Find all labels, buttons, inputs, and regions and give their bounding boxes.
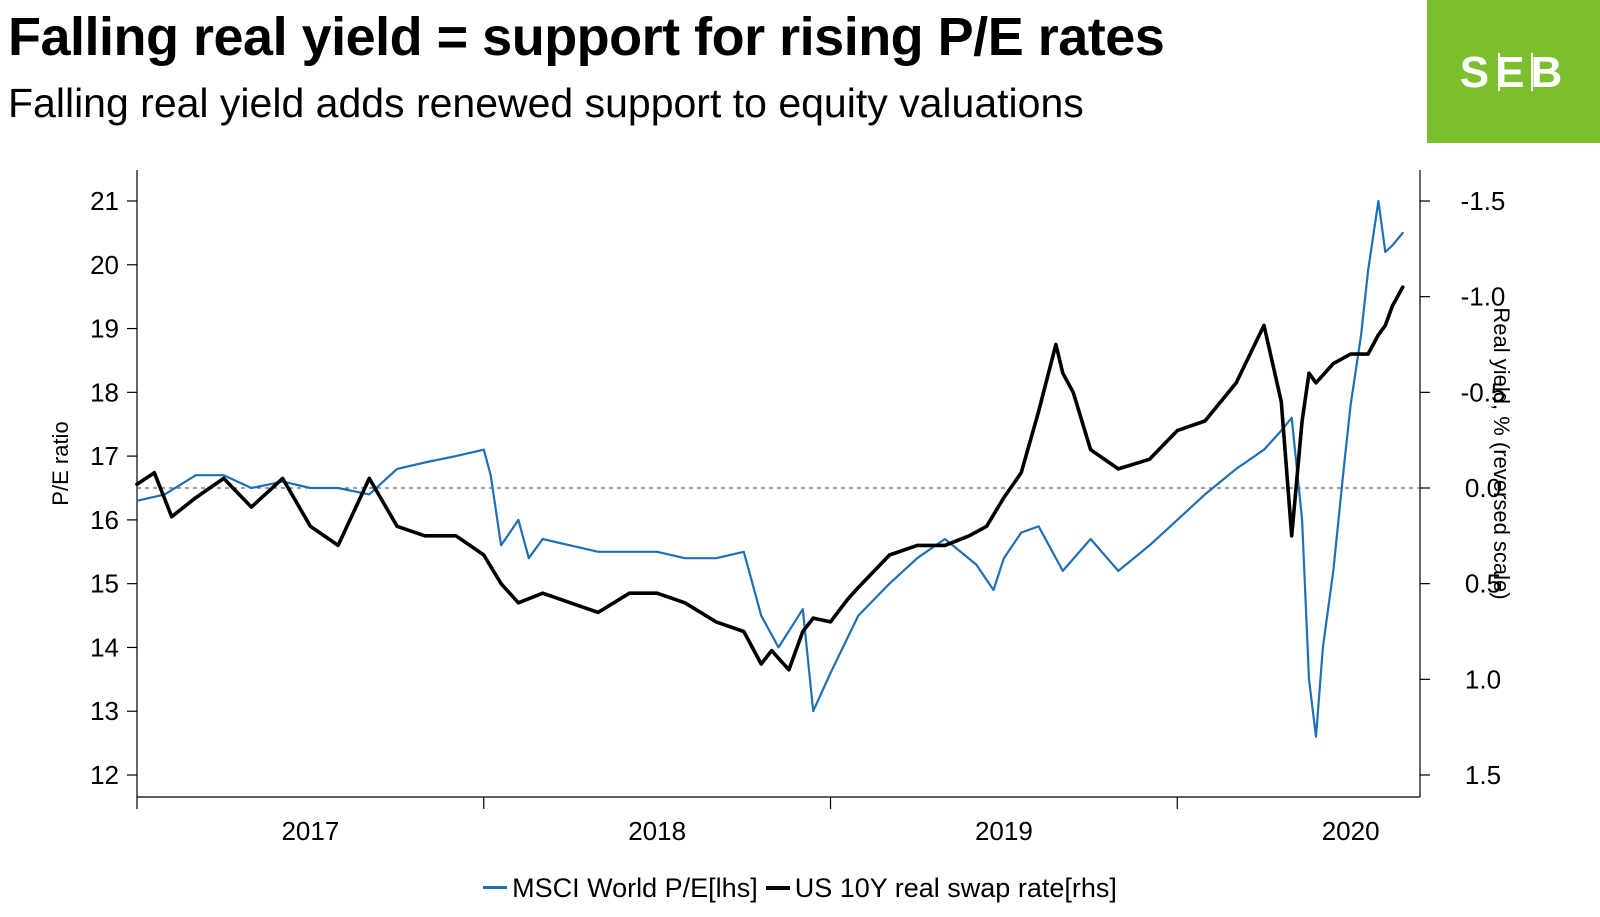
x-tick-label: 2019 [975, 816, 1033, 846]
y-tick-label: 12 [90, 760, 119, 790]
y-tick-label: 18 [90, 377, 119, 407]
logo-divider-2 [1530, 52, 1533, 91]
legend-item-yield: US 10Y real swap rate[rhs] [765, 872, 1117, 904]
y-tick-label: 15 [90, 569, 119, 599]
y2-tick-label: 1.5 [1465, 760, 1501, 790]
y-tick-label: 19 [90, 314, 119, 344]
x-tick-label: 2017 [281, 816, 339, 846]
seb-logo-mark: SEB [1459, 48, 1567, 97]
x-tick-label: 2020 [1322, 816, 1380, 846]
legend-swatch-pe [483, 886, 508, 890]
y2-tick-label: 1.0 [1465, 664, 1501, 694]
y2-tick-label: -0.5 [1461, 377, 1506, 407]
legend: MSCI World P/E[lhs] US 10Y real swap rate… [0, 872, 1600, 904]
legend-swatch-yield [765, 885, 790, 890]
x-tick-label: 2018 [628, 816, 686, 846]
legend-label-pe: MSCI World P/E[lhs] [512, 873, 758, 903]
y2-tick-label: 0.5 [1465, 569, 1501, 599]
logo-divider-1 [1497, 52, 1500, 91]
line-chart: 12 13 14 15 16 17 18 19 20 21 1.5 1.0 0.5 0.0 -0.5 -1.0… [48, 170, 1514, 846]
y-tick-label: 16 [90, 505, 119, 535]
y2-axis-title: Real yield, % (reversed scale) [1489, 307, 1514, 599]
y-tick-label: 14 [90, 632, 119, 662]
chart-title: Falling real yield = support for rising … [8, 7, 1165, 67]
legend-label-yield: US 10Y real swap rate[rhs] [794, 873, 1117, 903]
yield-series-line [135, 285, 1405, 672]
y-tick-label: 17 [90, 441, 119, 471]
y-tick-label: 20 [90, 250, 119, 280]
chart-subtitle: Falling real yield adds renewed support … [8, 80, 1084, 126]
y2-tick-label: -1.0 [1461, 282, 1506, 312]
seb-logo: SEB [1427, 0, 1600, 143]
logo-text: SEB [1459, 48, 1567, 97]
y2-tick-label: -1.5 [1461, 186, 1506, 216]
legend-item-pe: MSCI World P/E[lhs] [483, 872, 758, 904]
y-axis-title: P/E ratio [48, 421, 73, 505]
y2-tick-label: 0.0 [1465, 473, 1501, 503]
pe-series-line [135, 199, 1404, 738]
y-tick-label: 13 [90, 696, 119, 726]
y-tick-label: 21 [90, 186, 119, 216]
